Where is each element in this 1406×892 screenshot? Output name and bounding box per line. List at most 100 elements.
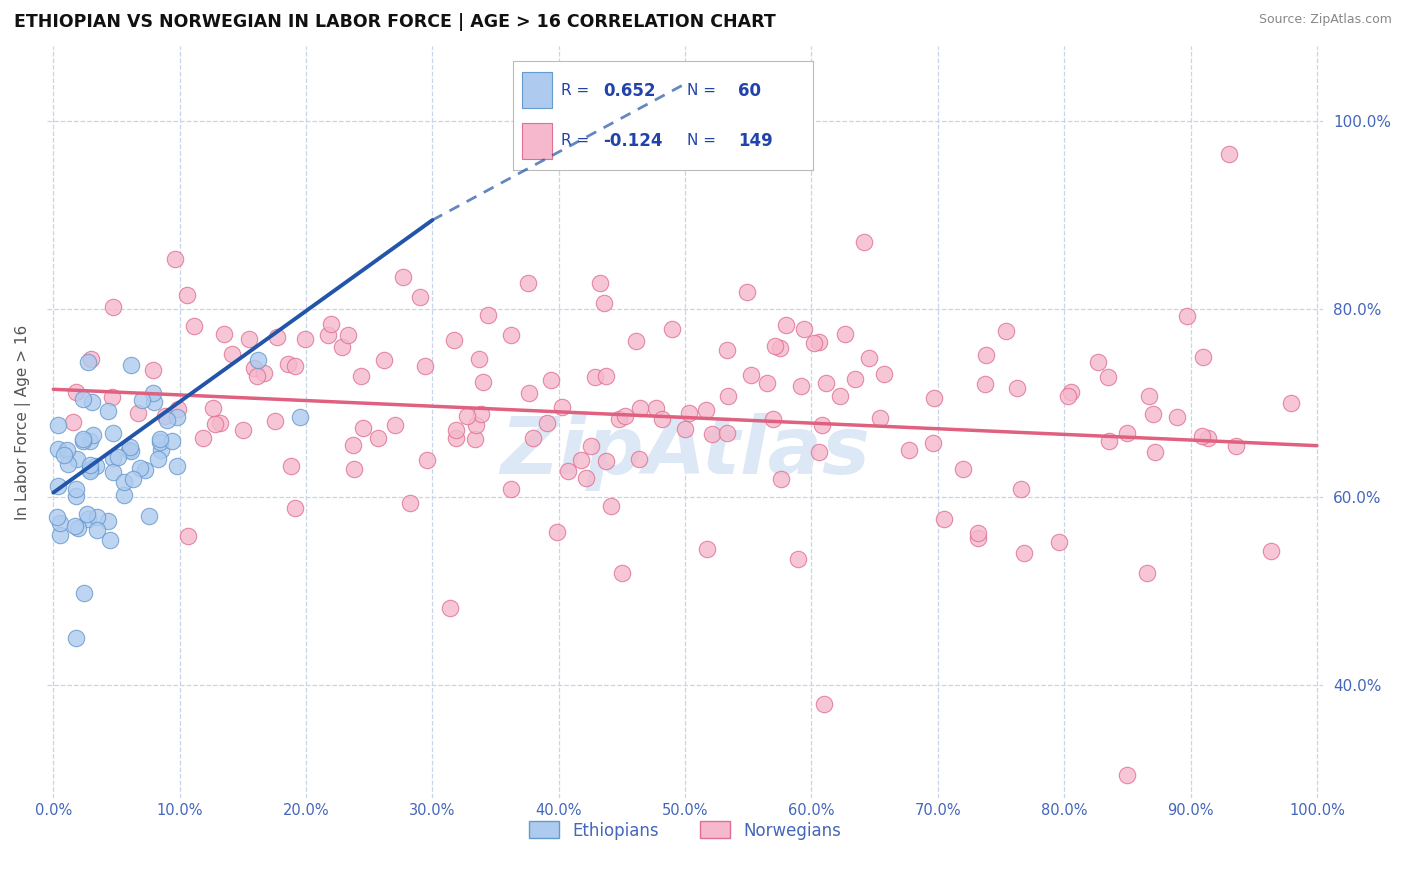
Point [1191,351,1213,365]
Point [834,326,856,341]
Point [1010,483,1032,497]
Point [1135,566,1157,580]
Point [595,369,617,384]
Point [46,479,69,493]
Point [716,343,738,357]
Point [253,366,276,380]
Point [373,352,395,367]
Point [869,411,891,425]
Point [148,433,170,447]
Point [775,318,797,332]
Point [595,454,617,468]
Point [77,512,100,526]
Point [740,368,762,383]
Point [1097,370,1119,384]
Point [142,386,165,401]
Point [101,390,124,404]
Point [62,416,84,430]
Point [65,384,87,399]
Point [464,432,486,446]
Point [79,434,101,448]
Point [1060,384,1083,399]
Point [65,452,87,467]
Point [56,443,79,458]
Point [468,351,491,366]
Point [628,401,651,415]
Point [183,319,205,334]
Point [86,459,108,474]
Point [204,417,226,432]
Point [392,269,415,284]
Point [994,325,1017,339]
Point [934,511,956,525]
Point [337,328,360,343]
Point [1191,429,1213,443]
Point [661,322,683,336]
Point [477,308,499,322]
Point [101,300,124,314]
Point [212,327,235,342]
Point [242,360,264,375]
Point [319,317,342,331]
Point [97,514,120,528]
Point [65,489,87,503]
Point [416,452,439,467]
Point [789,379,811,393]
Point [120,441,142,455]
Point [1057,389,1080,403]
Point [1005,382,1028,396]
Point [56,458,79,472]
Point [98,533,121,547]
Point [614,409,637,424]
Point [1116,767,1139,781]
Point [716,425,738,440]
Point [73,585,96,599]
Point [263,414,285,428]
Point [63,519,86,533]
Point [522,431,544,445]
Point [149,435,172,450]
Point [65,632,87,646]
Point [1142,408,1164,422]
Point [464,417,486,432]
Point [600,499,623,513]
Point [46,417,69,432]
Legend: Ethiopians, Norwegians: Ethiopians, Norwegians [522,814,848,847]
Point [277,357,299,371]
Point [294,332,316,346]
Point [517,276,540,290]
Point [1116,426,1139,441]
Point [46,442,69,456]
Point [644,401,666,415]
Point [470,407,492,421]
Point [160,434,183,448]
Point [922,391,945,405]
Point [350,369,373,384]
Point [86,523,108,537]
Point [342,438,364,452]
Point [284,501,307,516]
Point [610,566,633,581]
Point [571,452,593,467]
Point [575,471,598,485]
Point [121,471,143,485]
Point [166,458,188,473]
Point [626,334,648,348]
Point [499,328,522,343]
Point [589,276,612,290]
Point [142,363,165,377]
Point [77,355,100,369]
Point [352,421,374,435]
Point [120,444,142,458]
Point [112,488,135,502]
Point [695,402,717,417]
Point [858,351,880,365]
Point [367,431,389,445]
Point [678,406,700,420]
Point [97,403,120,417]
Point [166,410,188,425]
Point [444,431,467,445]
Point [82,428,104,442]
Point [67,521,90,535]
Point [1260,543,1282,558]
